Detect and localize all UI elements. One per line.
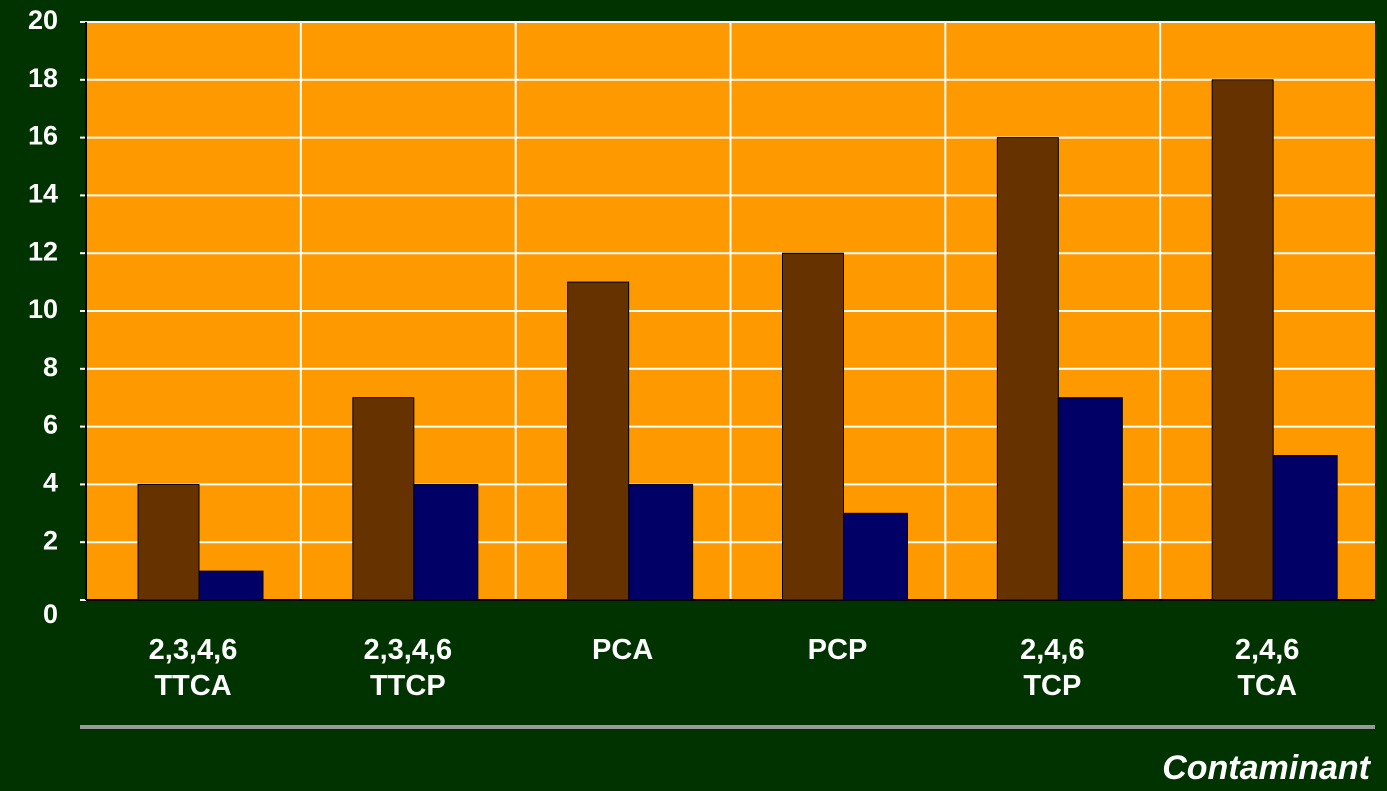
bar [628, 483, 694, 601]
bar [1211, 79, 1274, 601]
bar [567, 281, 630, 601]
x-tick-label: PCP [807, 634, 868, 666]
bar [198, 570, 264, 601]
y-tick-label: 2 [43, 525, 58, 555]
y-tick-label: 4 [43, 468, 58, 498]
x-tick-label: 2,3,4,6 TTCP [363, 634, 453, 702]
y-tick-label: 0 [43, 599, 58, 629]
bar [1272, 455, 1338, 601]
bar [996, 137, 1059, 601]
y-tick-label: 20 [28, 5, 58, 35]
y-tick-label: 16 [28, 121, 58, 151]
x-axis-title: Contaminant [1162, 749, 1371, 787]
bar [137, 483, 200, 601]
y-tick-label: 8 [43, 352, 58, 382]
x-tick-label: PCA [592, 634, 654, 666]
y-tick-label: 10 [28, 294, 58, 324]
bar [782, 252, 844, 601]
x-tick-label: 2,3,4,6 TTCA [148, 634, 238, 702]
y-tick-label: 6 [43, 410, 58, 440]
bar [413, 483, 479, 601]
y-tick-label: 12 [28, 236, 58, 266]
bar [352, 397, 415, 601]
y-tick-label: 18 [28, 63, 58, 93]
bar [1057, 397, 1123, 601]
x-tick-label: 2,4,6 TCP [1020, 634, 1085, 702]
x-tick-label: 2,4,6 TCA [1234, 634, 1300, 702]
bar [843, 512, 908, 601]
y-tick-label: 14 [28, 179, 58, 209]
